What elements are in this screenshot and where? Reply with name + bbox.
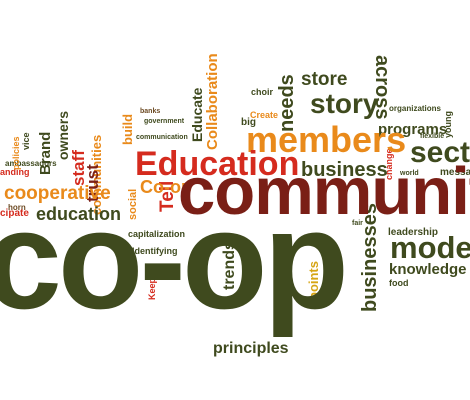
cloud-word-banks: banks — [140, 108, 161, 115]
cloud-word-capitalization: capitalization — [128, 229, 186, 239]
cloud-word-collaboration: Collaboration — [204, 53, 221, 150]
cloud-word-horn: horn — [8, 203, 26, 212]
cloud-word-education-cap: Education — [135, 145, 300, 183]
cloud-word-story: story — [310, 88, 379, 119]
cloud-word-ambassadors: ambassadors — [5, 159, 57, 168]
cloud-word-principles: principles — [213, 340, 289, 357]
cloud-word-choir: choir — [251, 87, 274, 97]
cloud-word-organizations: organizations — [389, 104, 442, 113]
cloud-word-members: members — [246, 119, 407, 160]
cloud-word-education-lower: education — [36, 204, 122, 224]
cloud-word-create: Create — [250, 110, 279, 120]
cloud-word-government: government — [144, 118, 185, 125]
cloud-word-sect: sect — [410, 136, 470, 169]
cloud-word-world: world — [400, 170, 419, 177]
cloud-word-knowledge: knowledge — [389, 261, 467, 278]
cloud-word-build: build — [120, 113, 135, 145]
cloud-word-cooperative: cooperative — [4, 183, 111, 204]
cloud-word-community: community — [178, 154, 470, 229]
cloud-word-co-op-small: Co-op — [140, 177, 192, 197]
cloud-word-co-op: co-op — [0, 181, 349, 338]
cloud-word-policies: policies — [11, 136, 21, 170]
cloud-word-food: food — [389, 278, 409, 288]
cloud-word-fair: fair — [352, 220, 363, 227]
cloud-word-business: business — [301, 159, 388, 181]
cloud-word-big: big — [241, 117, 256, 128]
cloud-word-programs: programs — [378, 121, 448, 138]
cloud-word-flexible: flexible — [420, 133, 445, 140]
cloud-word-brand: Brand — [37, 131, 54, 175]
cloud-word-communication: communication — [136, 134, 188, 141]
cloud-word-educate: Educate — [189, 87, 205, 142]
cloud-word-store: store — [301, 69, 348, 90]
cloud-word-owners: owners — [55, 110, 71, 160]
cloud-word-messages: messag — [440, 167, 470, 178]
cloud-word-anding: anding — [0, 167, 30, 177]
cloud-word-model: model — [390, 230, 470, 265]
cloud-word-vice: vice — [21, 132, 31, 150]
cloud-word-identifying: Identifying — [132, 246, 178, 256]
cloud-word-cipate: cipate — [0, 208, 29, 219]
cloud-word-leadership: leadership — [388, 227, 439, 238]
